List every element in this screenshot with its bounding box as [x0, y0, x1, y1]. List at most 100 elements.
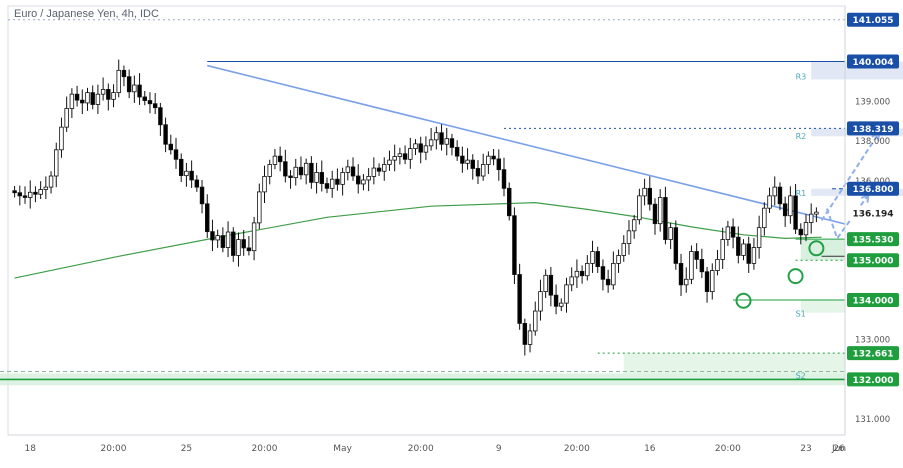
price-level-label: 132.661	[853, 350, 894, 360]
candle	[152, 92, 158, 115]
candle-body	[298, 166, 304, 176]
candle	[730, 218, 736, 249]
candle-body	[199, 186, 205, 205]
candle	[142, 91, 147, 106]
candle-body	[626, 230, 632, 244]
candle	[710, 263, 715, 300]
candle-body	[684, 278, 689, 286]
candle-body	[454, 147, 460, 157]
candle-body	[559, 302, 564, 307]
time-tick-label: 20:00	[408, 444, 434, 454]
price-level-label: 135.000	[853, 257, 894, 267]
candle	[626, 220, 632, 255]
candle	[225, 221, 231, 258]
candle-body	[736, 236, 741, 256]
candle-body	[303, 162, 309, 176]
candle	[782, 196, 788, 227]
candle	[444, 127, 449, 156]
candle	[376, 163, 382, 177]
candle	[496, 149, 502, 181]
candle	[808, 203, 814, 234]
candle	[533, 301, 538, 336]
candle	[402, 145, 408, 165]
candle	[434, 126, 439, 150]
candle-body	[69, 93, 75, 109]
candle-body	[470, 159, 475, 169]
candle-body	[506, 187, 512, 217]
candle-body	[725, 226, 731, 240]
candle	[595, 246, 600, 273]
candle	[798, 223, 803, 245]
time-tick-label: 25	[181, 444, 192, 454]
candle-body	[178, 158, 184, 177]
candle-body	[241, 239, 246, 249]
candle	[69, 88, 75, 119]
candle-body	[95, 93, 101, 105]
candle	[106, 83, 111, 111]
candle-body	[663, 197, 668, 240]
candle-body	[59, 126, 64, 151]
time-tick-label: 16	[644, 444, 656, 454]
candle	[605, 269, 611, 293]
candle-body	[121, 69, 127, 78]
candle	[439, 124, 444, 151]
candle-body	[522, 322, 528, 345]
candle	[298, 156, 304, 180]
candle-body	[767, 195, 772, 209]
candle-body	[486, 155, 491, 165]
candle	[522, 318, 528, 356]
candle-body	[637, 195, 642, 221]
candle	[22, 186, 28, 204]
candle	[486, 151, 491, 175]
candle	[652, 198, 658, 235]
candle-body	[100, 89, 106, 95]
candle-body	[54, 149, 59, 177]
candle	[668, 222, 673, 250]
candle-body	[116, 69, 121, 93]
candle-body	[538, 291, 543, 312]
candle	[163, 117, 168, 153]
candle	[480, 153, 486, 181]
pivot-label-s1: S1	[796, 310, 806, 319]
candle	[267, 159, 272, 185]
candle-body	[444, 138, 449, 145]
candle-body	[382, 164, 387, 172]
candle	[767, 187, 772, 213]
candle-body	[585, 262, 590, 277]
candle-body	[465, 159, 470, 164]
candle	[132, 75, 137, 103]
candle-body	[257, 191, 262, 224]
candle	[137, 73, 142, 105]
candle-body	[126, 76, 132, 93]
pivot-label-r1: R1	[796, 189, 807, 198]
price-tick-label: 138.000	[855, 137, 890, 147]
time-tick-label: 9	[496, 444, 502, 454]
candle	[548, 266, 554, 307]
candle	[210, 219, 215, 252]
price-level-box	[847, 292, 899, 307]
candle-body	[12, 190, 17, 194]
candle-body	[194, 179, 200, 188]
candle-body	[356, 175, 361, 185]
candle-body	[340, 172, 345, 185]
candle	[272, 149, 278, 170]
candle	[741, 239, 746, 261]
candle	[277, 146, 283, 172]
candle-body	[564, 284, 569, 304]
price-level-box	[847, 253, 899, 268]
descending-trendline	[207, 64, 846, 225]
candle	[788, 186, 793, 224]
candle-body	[262, 176, 267, 193]
swing-low-circle	[787, 268, 804, 285]
candle	[689, 245, 694, 285]
candle-body	[788, 195, 793, 217]
candle	[314, 162, 319, 194]
candle	[491, 149, 496, 166]
candle-body	[90, 92, 95, 105]
candle	[538, 279, 543, 321]
price-level-label: 136.194	[853, 209, 894, 219]
candle-body	[361, 179, 366, 185]
candle	[428, 127, 434, 151]
candle-body	[22, 195, 28, 198]
